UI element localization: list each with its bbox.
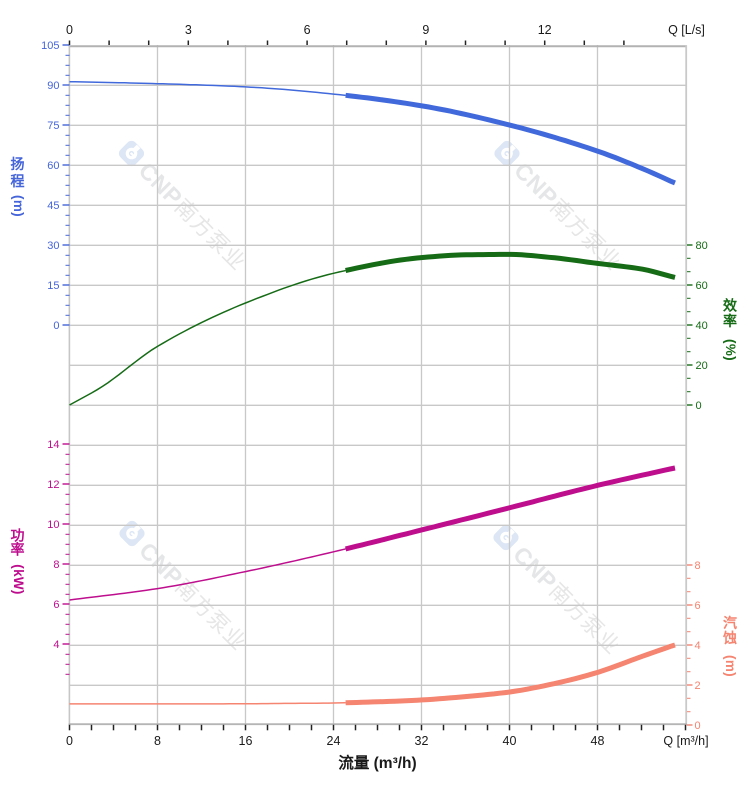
svg-text:8: 8 [695,560,701,572]
svg-text:105: 105 [41,40,59,52]
svg-text:功: 功 [11,528,25,544]
svg-text:蚀: 蚀 [722,630,737,646]
svg-text:6: 6 [695,600,701,612]
svg-text:4: 4 [695,640,701,652]
svg-text:(m): (m) [11,195,26,217]
svg-text:流量 (m³/h): 流量 (m³/h) [338,753,416,772]
svg-text:75: 75 [47,120,59,132]
svg-text:40: 40 [696,320,708,332]
svg-text:12: 12 [47,479,59,491]
svg-text:24: 24 [327,734,341,748]
svg-text:2: 2 [695,680,701,692]
svg-text:Q [L/s]: Q [L/s] [668,23,705,37]
svg-text:14: 14 [47,439,59,451]
svg-text:效: 效 [723,298,738,314]
svg-text:(%): (%) [723,339,738,361]
svg-text:15: 15 [47,280,59,292]
svg-text:0: 0 [66,23,73,37]
svg-text:3: 3 [185,23,192,37]
svg-text:0: 0 [66,734,73,748]
svg-text:90: 90 [47,80,59,92]
svg-text:10: 10 [47,519,59,531]
svg-text:45: 45 [47,200,59,212]
svg-text:0: 0 [695,720,701,732]
svg-text:40: 40 [503,734,517,748]
svg-text:9: 9 [422,23,429,37]
svg-text:16: 16 [239,734,253,748]
svg-text:30: 30 [47,240,59,252]
svg-text:60: 60 [696,280,708,292]
svg-text:6: 6 [53,599,59,611]
svg-text:(kW): (kW) [11,564,26,594]
svg-text:(m): (m) [723,655,738,677]
svg-text:扬: 扬 [11,156,25,172]
svg-text:48: 48 [591,734,605,748]
svg-text:20: 20 [696,360,708,372]
svg-text:80: 80 [696,240,708,252]
svg-text:率: 率 [723,313,737,329]
svg-text:60: 60 [47,160,59,172]
svg-text:0: 0 [696,400,702,412]
svg-text:8: 8 [53,559,59,571]
svg-text:4: 4 [53,639,59,651]
svg-text:12: 12 [538,23,552,37]
svg-text:0: 0 [53,320,59,332]
svg-text:汽: 汽 [723,615,737,631]
svg-text:8: 8 [154,734,161,748]
svg-text:Q [m³/h]: Q [m³/h] [663,734,708,748]
svg-text:32: 32 [415,734,429,748]
svg-text:率: 率 [11,542,25,558]
svg-text:6: 6 [304,23,311,37]
svg-text:程: 程 [11,173,25,189]
